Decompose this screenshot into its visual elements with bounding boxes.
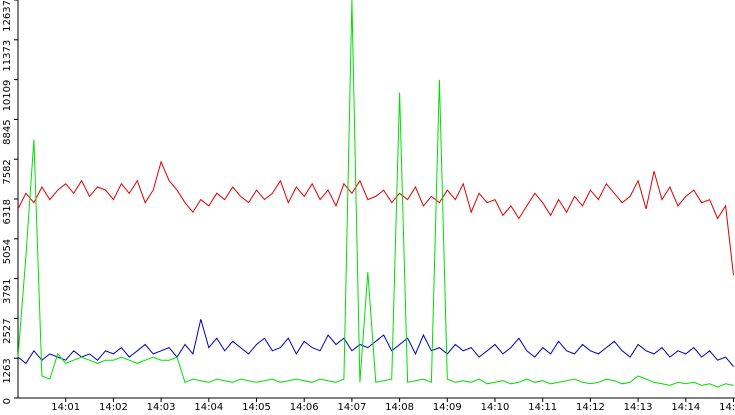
- x-tick-label: 14:09: [433, 402, 462, 413]
- y-tick-label: 2527: [2, 318, 13, 343]
- x-tick-label: 14:04: [194, 402, 223, 413]
- y-tick-label: 3791: [2, 279, 13, 304]
- y-tick-label: 12637: [2, 0, 13, 32]
- y-tick-label: 5054: [2, 239, 13, 264]
- y-tick-label: 10109: [2, 80, 13, 112]
- x-tick-label: 14:14: [671, 402, 700, 413]
- x-tick-label: 14:11: [528, 402, 557, 413]
- x-tick-label: 14:01: [51, 402, 80, 413]
- x-tick-label: 14:03: [147, 402, 176, 413]
- x-tick-label: 14:06: [290, 402, 319, 413]
- x-tick-label: 14:10: [481, 402, 510, 413]
- series-line: [17, 0, 734, 388]
- x-tick-label: 14:12: [576, 402, 605, 413]
- y-tick-label: 7582: [2, 159, 13, 184]
- y-tick-label: 1263: [2, 358, 13, 383]
- x-tick-label: 14:15: [719, 402, 735, 413]
- y-tick-label: 8845: [2, 119, 13, 144]
- y-tick-label: 0: [2, 398, 13, 404]
- x-tick-label: 14:07: [337, 402, 366, 413]
- x-tick-label: 14:02: [99, 402, 128, 413]
- x-tick-label: 14:05: [242, 402, 271, 413]
- y-tick-label: 6318: [2, 199, 13, 224]
- x-tick-label: 14:13: [624, 402, 653, 413]
- series-line: [17, 319, 734, 367]
- y-tick-label: 11373: [2, 40, 13, 72]
- x-tick-label: 14:08: [385, 402, 414, 413]
- series-line: [17, 160, 734, 276]
